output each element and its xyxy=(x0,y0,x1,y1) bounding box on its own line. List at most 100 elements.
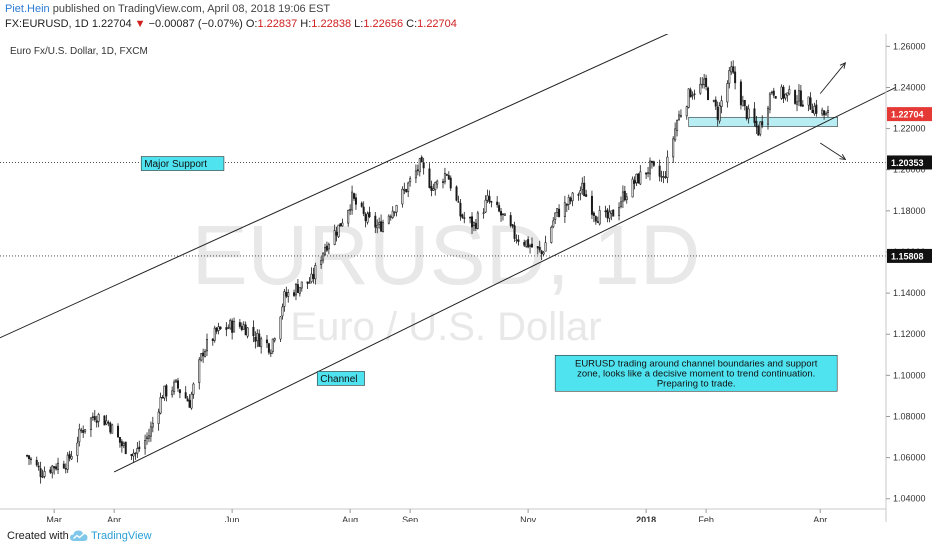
candle-up xyxy=(621,191,624,202)
publish-info: Piet.Hein published on TradingView.com, … xyxy=(5,3,330,15)
candle-up xyxy=(407,182,410,192)
candle-up xyxy=(503,213,506,216)
author-link[interactable]: Piet.Hein xyxy=(5,3,50,15)
candle-up xyxy=(366,213,369,223)
candle-up xyxy=(554,212,557,220)
candle-up xyxy=(556,208,559,213)
x-tick-label: Apr xyxy=(107,515,121,522)
candle-down xyxy=(511,224,514,227)
x-tick-label: Nov xyxy=(520,515,537,522)
candle-down xyxy=(645,172,648,175)
candle-down xyxy=(753,108,756,123)
tradingview-brand[interactable]: TradingView xyxy=(91,530,152,542)
publish-text: published on TradingView.com, April 08, … xyxy=(52,3,331,15)
candle-down xyxy=(811,109,814,114)
close-label: C: xyxy=(406,18,418,30)
candle-up xyxy=(147,435,150,439)
candle-down xyxy=(447,175,450,180)
y-tick-label: 1.26000 xyxy=(893,41,926,51)
candle-down xyxy=(509,215,512,226)
candle-up xyxy=(741,100,744,107)
candle-up xyxy=(57,462,60,470)
time-axis[interactable]: Mar Apr Jun Aug Sep Nov 2018 Feb Apr xyxy=(46,509,827,522)
candle-down xyxy=(176,380,179,389)
candle-down xyxy=(496,201,499,206)
candle-down xyxy=(772,90,775,96)
candle-down xyxy=(540,250,543,255)
candle-up xyxy=(78,428,81,443)
candle-up xyxy=(625,196,628,201)
level-price-badge xyxy=(887,248,932,263)
candle-up xyxy=(146,436,149,440)
candle-down xyxy=(49,469,52,473)
candle-down xyxy=(513,225,516,239)
chart-background xyxy=(0,34,932,522)
x-tick-label: Mar xyxy=(46,515,62,522)
candle-up xyxy=(826,110,829,113)
forecast-arrows xyxy=(819,61,847,160)
candle-down xyxy=(633,180,636,184)
candle-up xyxy=(294,284,297,296)
candle-down xyxy=(37,465,40,468)
candle-down xyxy=(455,186,458,201)
candle-down xyxy=(471,216,474,228)
open-value: 1.22837 xyxy=(257,18,298,30)
candle-up xyxy=(333,230,336,245)
ohlc-readout: FX:EURUSD, 1D 1.22704 ▼ −0.00087 (−0.07%… xyxy=(5,18,457,30)
candle-up xyxy=(598,210,601,225)
candle-up xyxy=(610,210,613,214)
candle-down xyxy=(501,213,504,215)
candle-down xyxy=(774,96,777,99)
candle-down xyxy=(488,196,491,202)
candle-down xyxy=(117,425,120,438)
candle-down xyxy=(693,93,696,95)
candle-up xyxy=(484,199,487,213)
candle-down xyxy=(130,453,133,456)
candle-down xyxy=(739,81,742,106)
annotation: Channel xyxy=(316,371,365,386)
candle-down xyxy=(138,446,141,450)
candle-up xyxy=(136,448,139,454)
candle-up xyxy=(190,393,193,409)
candle-down xyxy=(354,197,357,205)
candle-down xyxy=(606,209,609,219)
annotations: Major Support Channel EURUSD trading aroun… xyxy=(140,156,838,392)
candle-down xyxy=(28,455,31,460)
candle-down xyxy=(757,126,760,136)
candle-down xyxy=(368,211,371,217)
channel-upper-line xyxy=(0,34,669,339)
candle-down xyxy=(161,397,164,399)
candle-up xyxy=(205,339,208,352)
price-chart[interactable]: EURUSD, 1D Euro / U.S. Dollar Euro Fx/U.… xyxy=(0,34,932,522)
y-tick-label: 1.18000 xyxy=(893,206,926,216)
candle-down xyxy=(592,212,595,216)
candle-up xyxy=(635,173,638,183)
candle-up xyxy=(770,91,773,94)
candle-down xyxy=(416,169,419,171)
candle-down xyxy=(716,106,719,120)
created-with-text: Created with xyxy=(7,530,69,542)
candle-down xyxy=(62,463,65,469)
candle-down xyxy=(312,274,315,279)
candle-up xyxy=(730,66,733,73)
candle-up xyxy=(204,350,207,357)
candle-up xyxy=(529,245,532,247)
candle-up xyxy=(648,160,651,175)
low-value: 1.22656 xyxy=(363,18,404,30)
y-tick-label: 1.24000 xyxy=(893,82,926,92)
candle-down xyxy=(64,468,67,470)
candle-up xyxy=(780,86,783,99)
candle-up xyxy=(314,265,317,280)
candle-up xyxy=(414,170,417,179)
last-price: 1.22704 xyxy=(91,18,132,30)
annotation-line: Preparing to trade. xyxy=(657,378,736,389)
candle-up xyxy=(720,100,723,107)
candle-down xyxy=(405,189,408,193)
candle-down xyxy=(258,333,261,347)
candle-up xyxy=(389,216,392,218)
candle-up xyxy=(766,107,769,125)
candle-up xyxy=(678,114,681,121)
annotation-line: zone, looks like a decisive moment to tr… xyxy=(577,368,815,379)
down-arrow-icon: ▼ xyxy=(134,18,146,30)
candle-down xyxy=(293,292,296,296)
